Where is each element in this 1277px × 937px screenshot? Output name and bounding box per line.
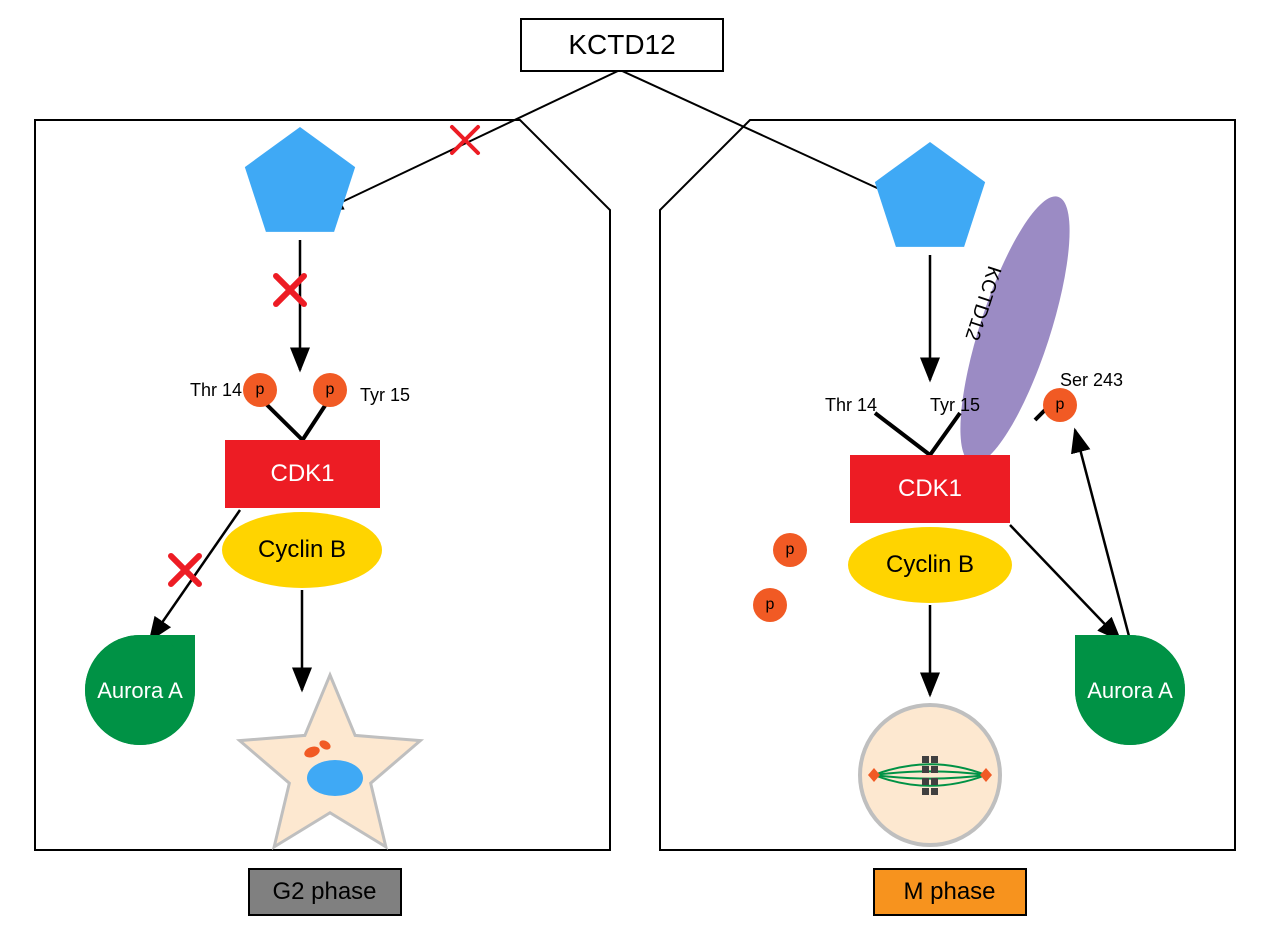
right-free-p2-label: p: [753, 588, 787, 622]
left-p-tyr15-label: p: [313, 373, 347, 407]
right-free-p1-label: p: [773, 533, 807, 567]
right-p-ser243-label: p: [1043, 388, 1077, 422]
left-p-thr14-label: p: [243, 373, 277, 407]
left-tyr15-label: Tyr 15: [360, 385, 410, 406]
left-thr14-label: Thr 14: [190, 380, 242, 401]
diagram-root: { "title_box": {"label":"KCTD12","x":520…: [0, 0, 1277, 937]
title-box: KCTD12: [520, 18, 724, 72]
right-thr14-label: Thr 14: [825, 395, 877, 416]
undefined: [245, 127, 355, 232]
svg-layer: [0, 0, 1277, 937]
left-aurora-label: Aurora A: [85, 678, 195, 704]
phase-label-left: G2 phase: [248, 868, 402, 916]
main-arrow-left: [325, 70, 620, 210]
left-cell-nucleus: [307, 760, 363, 796]
right-aurora-label: Aurora A: [1075, 678, 1185, 704]
undefined: [875, 142, 985, 247]
left-cyclinb-label: Cyclin B: [222, 512, 382, 588]
right-tyr15-label: Tyr 15: [930, 395, 980, 416]
left-cdk1-label: CDK1: [225, 440, 380, 508]
right-cdk1-label: CDK1: [850, 455, 1010, 523]
right-arrow-aurora-p: [1075, 430, 1130, 640]
phase-label-right: M phase: [873, 868, 1027, 916]
right-cyclinb-label: Cyclin B: [848, 527, 1012, 603]
